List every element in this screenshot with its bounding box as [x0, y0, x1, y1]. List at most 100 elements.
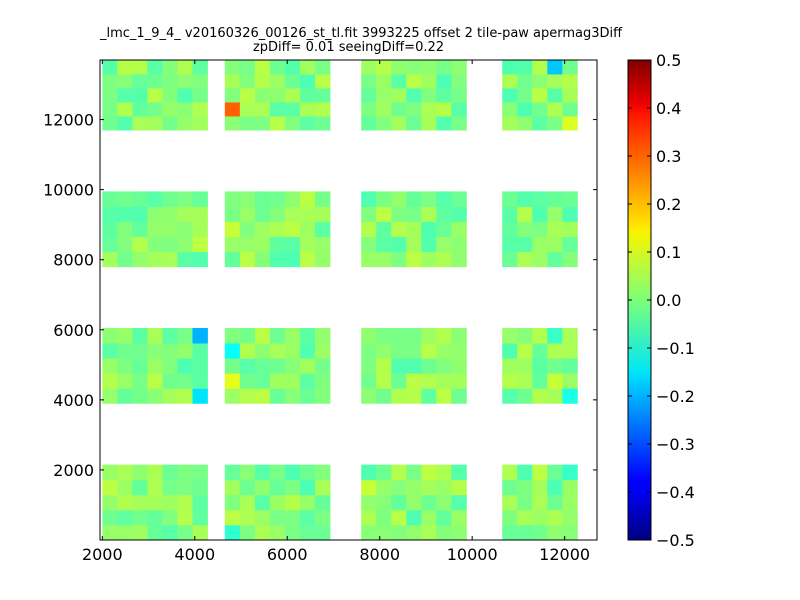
heatmap-cell [532, 388, 548, 404]
heatmap-cell [451, 74, 467, 89]
heatmap-cell [314, 358, 331, 374]
heatmap-cell [361, 524, 377, 541]
heatmap-cell [132, 509, 148, 526]
heatmap-cell [547, 373, 563, 389]
heatmap-cell [132, 236, 148, 253]
heatmap-cell [517, 74, 533, 89]
heatmap-cell [299, 116, 316, 131]
heatmap-cell [147, 116, 163, 131]
heatmap-cell [361, 88, 377, 103]
heatmap-cell [391, 328, 407, 344]
heatmap-cell [102, 328, 118, 344]
heatmap-cell [269, 60, 286, 75]
heatmap-cell [102, 236, 118, 253]
heatmap-cell [517, 509, 533, 526]
heatmap-cell [102, 373, 118, 389]
heatmap-cell [192, 494, 208, 511]
heatmap-cell [421, 221, 437, 237]
heatmap-cell [299, 251, 316, 268]
heatmap-cell [284, 388, 301, 404]
heatmap-cell [299, 221, 316, 237]
heatmap-cell [451, 388, 467, 404]
heatmap-cell [451, 102, 467, 117]
heatmap-cell [376, 116, 392, 131]
heatmap-cell [102, 74, 118, 89]
heatmap-cell [254, 464, 271, 481]
heatmap-cell [314, 74, 331, 89]
heatmap-cell [102, 464, 118, 481]
heatmap-cell [502, 102, 518, 117]
heatmap-cell [224, 479, 241, 496]
heatmap-cell [562, 221, 578, 237]
heatmap-cell [147, 524, 163, 541]
heatmap-cell [436, 251, 452, 268]
heatmap-cell [254, 358, 271, 374]
heatmap-cell [421, 343, 437, 359]
heatmap-cell [177, 74, 193, 89]
heatmap-cell [361, 74, 377, 89]
heatmap-cells [102, 60, 578, 541]
heatmap-cell [421, 251, 437, 268]
heatmap-cell [376, 251, 392, 268]
heatmap-cell [376, 206, 392, 222]
heatmap-cell [517, 221, 533, 237]
heatmap-cell [299, 524, 316, 541]
heatmap-cell [117, 464, 133, 481]
heatmap-cell [517, 358, 533, 374]
heatmap-cell [421, 328, 437, 344]
heatmap-cell [562, 102, 578, 117]
heatmap-cell [177, 236, 193, 253]
heatmap-cell [162, 328, 178, 344]
heatmap-cell [314, 102, 331, 117]
heatmap-cell [436, 102, 452, 117]
heatmap-cell [436, 328, 452, 344]
heatmap-cell [239, 328, 256, 344]
heatmap-cell [421, 74, 437, 89]
heatmap-cell [224, 388, 241, 404]
heatmap-cell [117, 373, 133, 389]
heatmap-cell [517, 60, 533, 75]
heatmap-cell [177, 102, 193, 117]
heatmap-cell [391, 116, 407, 131]
heatmap-cell [376, 74, 392, 89]
heatmap-cell [406, 494, 422, 511]
heatmap-cell [517, 236, 533, 253]
heatmap-cell [361, 464, 377, 481]
x-tick-label: 12000 [539, 545, 590, 564]
heatmap-cell [376, 509, 392, 526]
heatmap-cell [562, 236, 578, 253]
heatmap-cell [391, 343, 407, 359]
heatmap-cell [376, 524, 392, 541]
heatmap-cell [532, 88, 548, 103]
heatmap-cell [314, 373, 331, 389]
heatmap-cell [391, 88, 407, 103]
heatmap-cell [117, 191, 133, 207]
heatmap-cell [269, 343, 286, 359]
heatmap-cell [192, 343, 208, 359]
colorbar-tick-label: −0.2 [656, 387, 695, 406]
heatmap-cell [269, 494, 286, 511]
heatmap-cell [361, 206, 377, 222]
heatmap-cell [517, 479, 533, 496]
heatmap-cell [117, 251, 133, 268]
heatmap-cell [224, 251, 241, 268]
heatmap-cell [192, 191, 208, 207]
heatmap-cell [224, 191, 241, 207]
heatmap-cell [299, 191, 316, 207]
heatmap-cell [192, 236, 208, 253]
heatmap-cell [547, 206, 563, 222]
heatmap-cell [547, 524, 563, 541]
heatmap-cell [406, 251, 422, 268]
heatmap-cell [117, 221, 133, 237]
heatmap-cell [299, 236, 316, 253]
heatmap-cell [284, 191, 301, 207]
colorbar-tick-label: −0.5 [656, 531, 695, 550]
heatmap-cell [284, 74, 301, 89]
heatmap-cell [421, 60, 437, 75]
heatmap-cell [361, 494, 377, 511]
heatmap-cell [532, 60, 548, 75]
heatmap-cell [532, 206, 548, 222]
heatmap-cell [224, 221, 241, 237]
heatmap-cell [451, 328, 467, 344]
colorbar-tick-label: 0.5 [656, 51, 681, 70]
